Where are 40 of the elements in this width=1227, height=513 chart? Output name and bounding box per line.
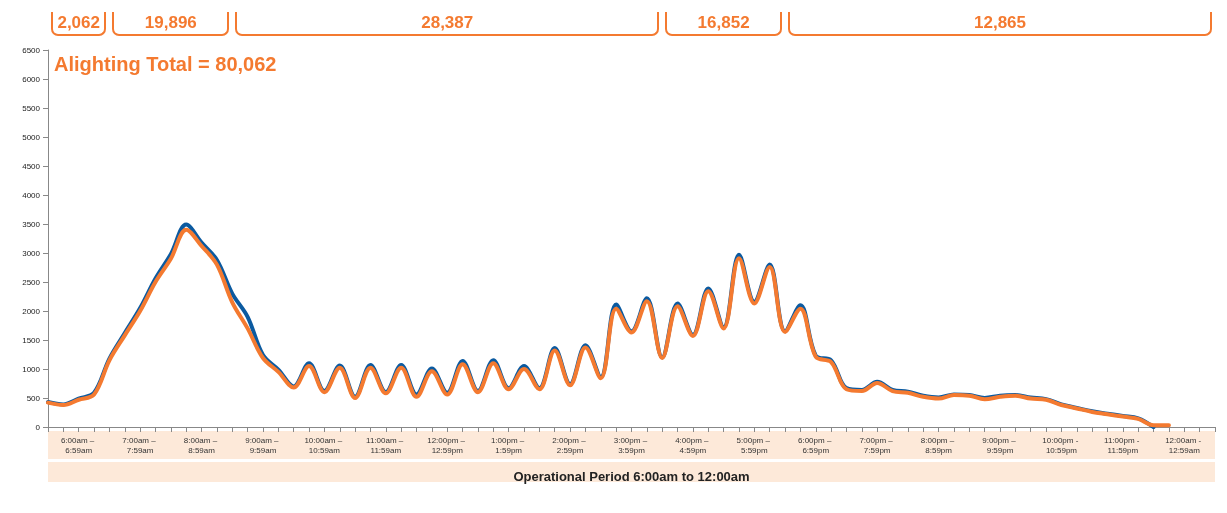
x-tick-label: 11:00pm - 11:59pm xyxy=(1104,435,1142,455)
x-tick-label: 2:00pm – 2:59pm xyxy=(552,435,588,455)
x-tick-label: 9:00am – 9:59am xyxy=(245,435,281,455)
y-tick-label: 1000 xyxy=(22,364,41,374)
x-axis-title: Operational Period 6:00am to 12:00am xyxy=(513,469,750,484)
bracket: 19,896 xyxy=(112,12,230,36)
x-tick-label: 10:00pm - 10:59pm xyxy=(1042,435,1081,455)
x-tick-label: 6:00am – 6:59am xyxy=(60,435,97,455)
y-tick-label: 1500 xyxy=(22,335,41,345)
x-tick-label: 8:00am – 8:59am xyxy=(183,435,220,455)
annotation: Alighting Total = 80,062 xyxy=(54,53,277,75)
x-tick-label: 8:00pm – 8:59pm xyxy=(920,435,957,455)
y-tick-label: 6000 xyxy=(22,74,41,84)
y-tick-label: 500 xyxy=(26,393,41,403)
x-tick-label: 11:00am – 11:59am xyxy=(366,435,406,455)
x-tick-label: 4:00pm – 4:59pm xyxy=(675,435,711,455)
y-tick-label: 5000 xyxy=(22,132,41,142)
x-tick-label: 3:00pm – 3:59pm xyxy=(613,435,650,455)
y-tick-label: 0 xyxy=(35,422,41,432)
bracket: 16,852 xyxy=(665,12,783,36)
x-tick-label: 10:00am – 10:59am xyxy=(304,435,345,455)
x-tick-label: 12:00am - 12:59am xyxy=(1165,435,1204,455)
x-tick-label: 1:00pm – 1:59pm xyxy=(490,435,527,455)
bracket: 2,062 xyxy=(51,12,107,36)
y-tick-label: 2000 xyxy=(22,306,41,316)
y-tick-label: 5500 xyxy=(22,103,41,113)
x-tick-label: 5:00pm – 5:59pm xyxy=(736,435,773,455)
x-tick-label: 9:00pm – 9:59pm xyxy=(982,435,1018,455)
y-tick-label: 4500 xyxy=(22,161,41,171)
x-tick-label: 7:00am – 7:59am xyxy=(122,435,158,455)
y-tick-label: 4000 xyxy=(22,190,41,200)
x-tick-label: 6:00pm – 6:59pm xyxy=(797,435,834,455)
y-tick-label: 3000 xyxy=(22,248,41,258)
bracket: 12,865 xyxy=(788,12,1212,36)
y-tick-label: 6500 xyxy=(22,45,41,55)
bracket: 28,387 xyxy=(235,12,660,36)
x-tick-label: 12:00pm – 12:59pm xyxy=(427,435,468,455)
x-tick-label: 7:00pm – 7:59pm xyxy=(859,435,895,455)
y-tick-label: 3500 xyxy=(22,219,41,229)
y-tick-label: 2500 xyxy=(22,277,41,287)
